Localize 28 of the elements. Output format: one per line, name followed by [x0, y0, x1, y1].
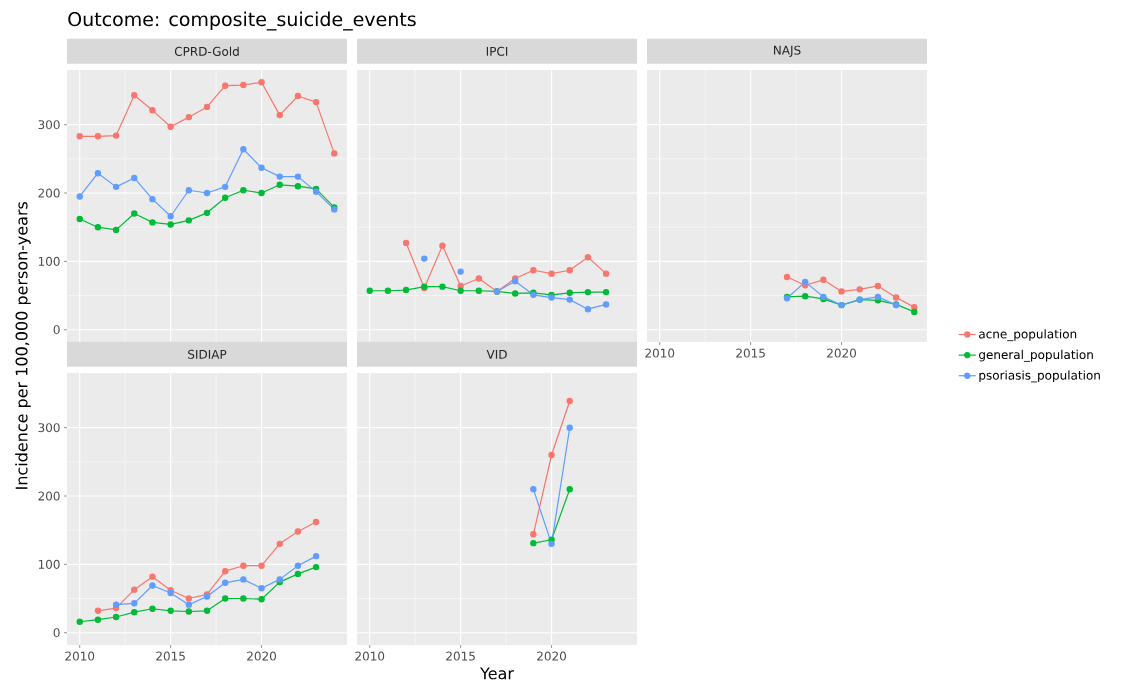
chart-title: SIDIAP [188, 349, 227, 359]
legend-label: acne_population [979, 329, 1077, 342]
legend-label: general_population [979, 349, 1093, 362]
y-axis-title: Incidence per 100,000 person-years [15, 201, 31, 489]
y-tick-label: 100 [38, 256, 60, 266]
x-tick-label: 2015 [156, 651, 185, 661]
x-tick-label: 2020 [247, 651, 277, 661]
y-tick-label: 200 [38, 188, 60, 198]
x-axis-title: Year [480, 667, 514, 680]
x-tick-label: 2015 [446, 651, 475, 661]
x-tick-label: 2020 [827, 348, 857, 358]
x-tick-label: 2010 [65, 651, 95, 661]
chart-title: VID [486, 349, 507, 359]
text: Outcome: composite_suicide_events [68, 11, 416, 31]
y-tick-label: 300 [38, 120, 60, 130]
chart-title: IPCI [486, 46, 508, 56]
chart-title: CPRD-Gold [174, 46, 239, 56]
y-tick-label: 100 [38, 559, 60, 569]
y-tick-label: 300 [38, 423, 60, 433]
y-tick-label: 200 [38, 491, 60, 501]
x-tick-label: 2010 [645, 348, 675, 358]
x-tick-label: 2020 [537, 651, 567, 661]
chart-title: NAJS [774, 45, 801, 57]
x-tick-label: 2010 [355, 651, 385, 661]
y-tick-label: 0 [53, 628, 60, 638]
legend-label: psoriasis_population [979, 370, 1100, 383]
x-tick-label: 2015 [736, 348, 765, 358]
y-tick-label: 0 [53, 325, 60, 335]
